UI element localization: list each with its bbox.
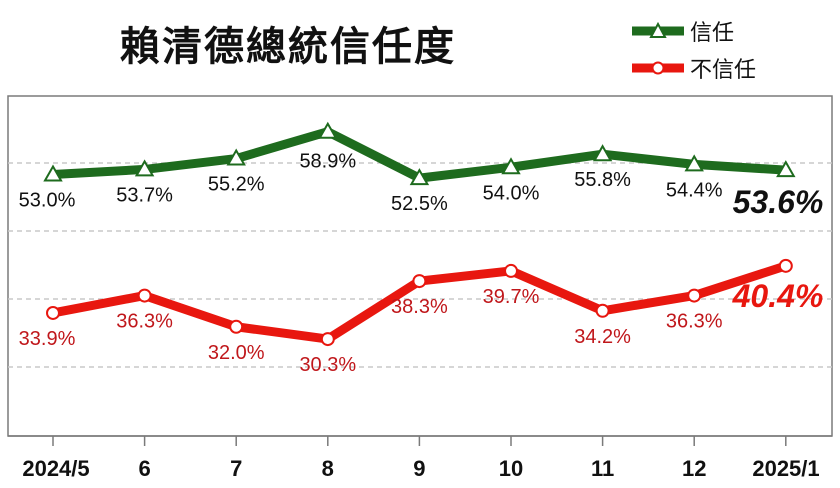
data-point-trust (318, 121, 338, 139)
series-layer (43, 121, 796, 347)
data-point-trust (409, 168, 430, 186)
data-label-trust: 53.7% (116, 184, 173, 206)
data-label-distrust: 30.3% (299, 354, 356, 376)
data-label-trust: 54.0% (483, 182, 540, 204)
data-point-distrust (595, 303, 610, 318)
data-label-trust: 53.6% (733, 184, 824, 220)
data-point-distrust (46, 305, 60, 320)
data-label-distrust: 33.9% (19, 328, 76, 350)
data-label-distrust: 36.3% (116, 311, 173, 333)
x-tick-label: 8 (322, 456, 334, 481)
data-label-distrust: 38.3% (391, 296, 448, 318)
data-point-distrust (320, 332, 335, 347)
data-point-trust (684, 154, 704, 172)
data-point-trust (501, 157, 521, 175)
x-tick-label: 9 (413, 456, 425, 481)
plot-frame (7, 95, 833, 437)
data-label-trust: 52.5% (391, 193, 448, 215)
data-label-distrust: 34.2% (574, 326, 631, 348)
data-point-distrust (137, 288, 152, 303)
data-point-distrust (229, 319, 244, 334)
x-tick-label: 12 (682, 456, 706, 481)
data-point-trust (592, 144, 613, 162)
data-label-distrust: 39.7% (483, 286, 540, 308)
x-tick-label: 6 (138, 456, 150, 481)
x-tick-label: 10 (499, 456, 523, 481)
legend-label-trust: 信任 (690, 21, 734, 46)
data-point-trust (43, 164, 63, 182)
data-labels: 53.0% 53.7% 55.2% 58.9% 52.5% 54.0% 55.8% 54.4%… (19, 151, 824, 376)
x-tick-label: 11 (591, 456, 614, 481)
x-tick-label: 2024/5 (22, 456, 89, 481)
x-tick-label: 2025/1 (752, 456, 819, 481)
data-point-distrust (412, 274, 427, 289)
data-point-distrust (778, 258, 793, 273)
data-label-trust: 54.4% (666, 179, 723, 201)
data-point-trust (776, 160, 796, 178)
legend-label-distrust: 不信任 (690, 58, 756, 83)
legend-item-distrust: 不信任 (632, 58, 756, 83)
x-axis: 2024/5 6 7 8 9 10 11 12 2025/1 (8, 435, 832, 481)
data-point-distrust (504, 263, 518, 278)
legend: 信任 不信任 (632, 21, 756, 83)
legend-marker-trust (649, 21, 667, 38)
data-label-trust: 55.2% (208, 174, 265, 196)
data-point-distrust (687, 288, 702, 303)
data-label-distrust: 32.0% (208, 342, 265, 364)
data-label-distrust: 40.4% (732, 278, 824, 314)
data-point-trust (226, 148, 246, 166)
data-label-trust: 53.0% (19, 190, 76, 212)
x-tick-label: 7 (230, 456, 242, 481)
data-point-trust (134, 159, 155, 177)
data-label-trust: 55.8% (574, 169, 631, 191)
legend-item-trust: 信任 (632, 21, 734, 46)
chart-title: 賴清德總統信任度 (120, 24, 456, 70)
data-label-distrust: 36.3% (666, 311, 723, 333)
data-label-trust: 58.9% (299, 151, 356, 173)
legend-marker-distrust (651, 61, 665, 75)
